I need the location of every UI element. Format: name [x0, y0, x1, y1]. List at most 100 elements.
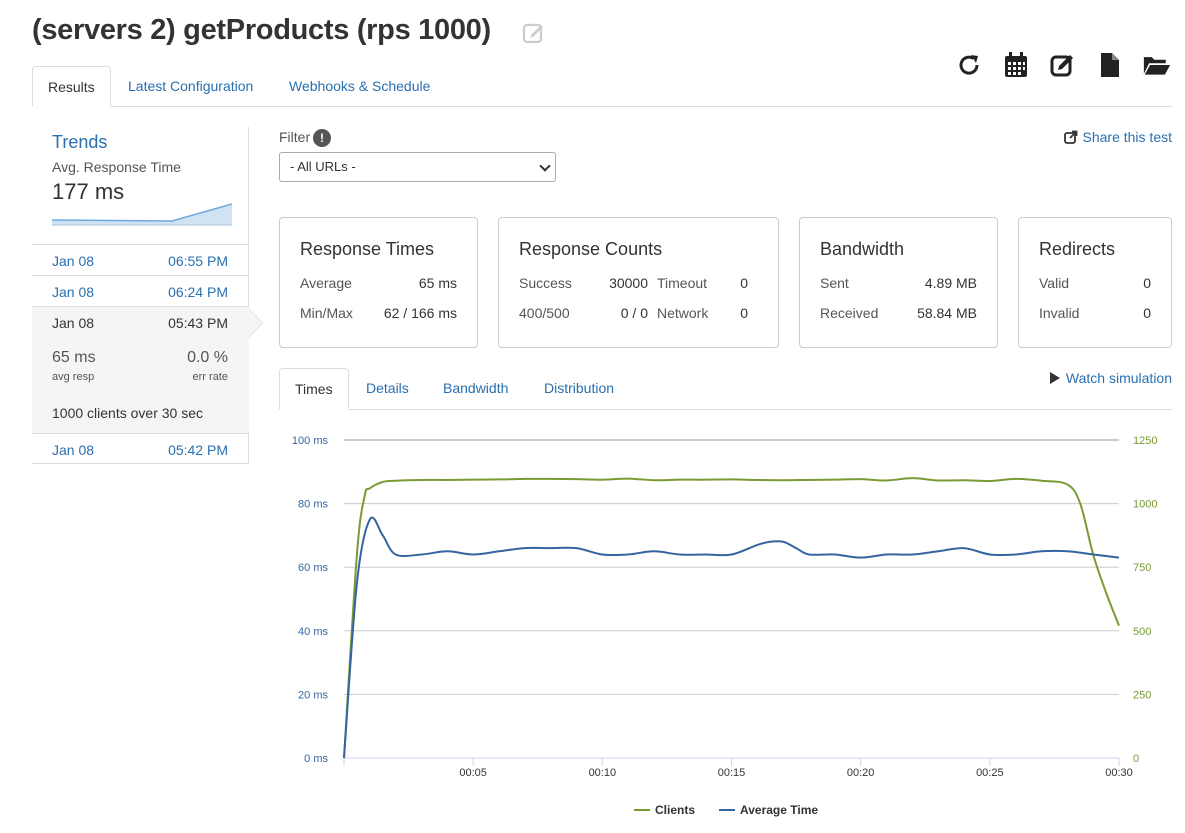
valid-value: 0	[1143, 275, 1151, 291]
url-filter-value: - All URLs -	[290, 159, 356, 174]
tab-times[interactable]: Times	[279, 368, 349, 410]
x-tick-label: 00:10	[589, 767, 617, 779]
minmax-label: Min/Max	[300, 305, 353, 321]
received-value: 58.84 MB	[917, 305, 977, 321]
edit-title-icon[interactable]	[521, 20, 547, 46]
tab-webhooks-schedule[interactable]: Webhooks & Schedule	[289, 78, 431, 94]
y-left-tick-label: 100 ms	[292, 435, 329, 447]
received-label: Received	[820, 305, 879, 321]
avg-resp-value: 65 ms	[52, 349, 96, 366]
trends-title[interactable]: Trends	[52, 132, 108, 152]
trends-sidebar: Trends Avg. Response Time 177 ms Jan 08 …	[32, 127, 263, 464]
bandwidth-card: Bandwidth Sent 4.89 MB Received 58.84 MB	[799, 217, 998, 348]
avg-resp-label: avg resp	[52, 371, 95, 383]
share-link[interactable]: Share this test	[1063, 129, 1173, 145]
y-left-tick-label: 0 ms	[304, 753, 328, 765]
x-tick-label: 00:15	[718, 767, 746, 779]
watch-simulation-label: Watch simulation	[1065, 370, 1172, 386]
legend-label: Average Time	[740, 803, 818, 817]
run-row-active[interactable]: Jan 08 05:43 PM 65 ms avg resp 0.0 % err…	[32, 306, 263, 433]
times-chart: 0 ms 20 ms 40 ms 60 ms 80 ms 100 ms 0 250 500 750…	[292, 435, 1158, 817]
http-errors-label: 400/500	[519, 305, 570, 321]
chevron-down-icon	[539, 160, 551, 172]
timeout-label: Timeout	[657, 275, 708, 291]
card-title: Bandwidth	[820, 239, 905, 259]
err-rate-value: 0.0 %	[187, 349, 228, 366]
card-title: Response Times	[300, 239, 435, 259]
url-filter-select[interactable]: - All URLs -	[279, 152, 556, 182]
minmax-value: 62 / 166 ms	[383, 305, 457, 321]
edit-icon[interactable]	[1049, 50, 1077, 80]
run-row[interactable]: Jan 08 05:42 PM	[32, 433, 249, 464]
y-left-tick-label: 60 ms	[298, 562, 328, 574]
network-value: 0	[740, 305, 748, 321]
run-date: Jan 08	[52, 284, 95, 300]
response-times-card: Response Times Average 65 ms Min/Max 62 …	[279, 217, 478, 348]
folder-open-icon[interactable]	[1143, 50, 1171, 80]
x-tick-label: 00:25	[976, 767, 1004, 779]
run-time: 05:42 PM	[168, 442, 228, 458]
run-time: 06:24 PM	[168, 284, 228, 300]
y-left-tick-label: 20 ms	[298, 689, 328, 701]
tab-details[interactable]: Details	[366, 380, 409, 396]
sent-value: 4.89 MB	[924, 275, 977, 291]
watch-simulation-link[interactable]: Watch simulation	[1049, 370, 1172, 386]
tab-results[interactable]: Results	[32, 66, 111, 107]
share-label: Share this test	[1082, 129, 1173, 145]
calendar-icon[interactable]	[1002, 50, 1030, 80]
page-title: (servers 2) getProducts (rps 1000)	[32, 14, 491, 46]
tab-bandwidth[interactable]: Bandwidth	[443, 380, 509, 396]
x-tick-label: 00:05	[459, 767, 487, 779]
run-date: Jan 08	[52, 253, 95, 269]
run-time: 05:43 PM	[168, 315, 228, 331]
tab-distribution[interactable]: Distribution	[544, 380, 615, 396]
trends-sparkline	[52, 203, 232, 226]
toolbar	[955, 50, 1171, 80]
run-row[interactable]: Jan 08 06:55 PM	[32, 244, 249, 275]
timeout-value: 0	[740, 275, 748, 291]
redirects-card: Redirects Valid 0 Invalid 0	[1018, 217, 1172, 348]
card-title: Redirects	[1039, 239, 1116, 259]
http-errors-value: 0 / 0	[620, 305, 648, 321]
response-counts-card: Response Counts Success 30000 Timeout 0 …	[498, 217, 779, 348]
active-pointer	[249, 309, 262, 337]
chart-tabs: Times Details Bandwidth Distribution	[279, 368, 1172, 410]
success-label: Success	[519, 275, 572, 291]
card-title: Response Counts	[519, 239, 663, 259]
x-tick-label: 00:20	[847, 767, 875, 779]
trends-subtitle: Avg. Response Time	[52, 159, 181, 175]
duration-unit: sec	[177, 405, 204, 421]
file-icon[interactable]	[1096, 50, 1124, 80]
err-rate-label: err rate	[192, 371, 228, 383]
tab-latest-configuration[interactable]: Latest Configuration	[128, 78, 254, 94]
network-label: Network	[657, 305, 709, 321]
clients-count: 1000	[52, 405, 84, 421]
invalid-value: 0	[1143, 305, 1151, 321]
play-icon	[1049, 372, 1060, 384]
main-tabs: Results Latest Configuration Webhooks & …	[32, 66, 1172, 107]
sent-label: Sent	[820, 275, 849, 291]
refresh-icon[interactable]	[955, 50, 983, 80]
run-row[interactable]: Jan 08 06:24 PM	[32, 275, 249, 306]
info-icon[interactable]: !	[313, 129, 331, 147]
average-value: 65 ms	[418, 275, 457, 291]
invalid-label: Invalid	[1039, 305, 1080, 321]
duration-value: 30	[161, 405, 178, 421]
valid-label: Valid	[1039, 275, 1070, 291]
filter-label: Filter	[279, 129, 311, 145]
clients-summary: 1000 clients over 30 sec	[52, 405, 203, 421]
y-right-tick-label: 1000	[1133, 499, 1157, 511]
x-tick-label: 00:30	[1105, 767, 1133, 779]
run-date: Jan 08	[52, 442, 95, 458]
share-icon	[1063, 130, 1077, 144]
y-right-tick-label: 1250	[1133, 435, 1157, 447]
trends-value: 177 ms	[52, 179, 125, 204]
clients-text: clients over	[83, 405, 162, 421]
run-time: 06:55 PM	[168, 253, 228, 269]
y-right-tick-label: 500	[1133, 626, 1151, 638]
legend-label: Clients	[655, 803, 695, 817]
y-left-tick-label: 80 ms	[298, 499, 328, 511]
y-left-tick-label: 40 ms	[298, 626, 328, 638]
clients-series-line	[343, 477, 1120, 759]
run-date: Jan 08	[52, 315, 95, 331]
